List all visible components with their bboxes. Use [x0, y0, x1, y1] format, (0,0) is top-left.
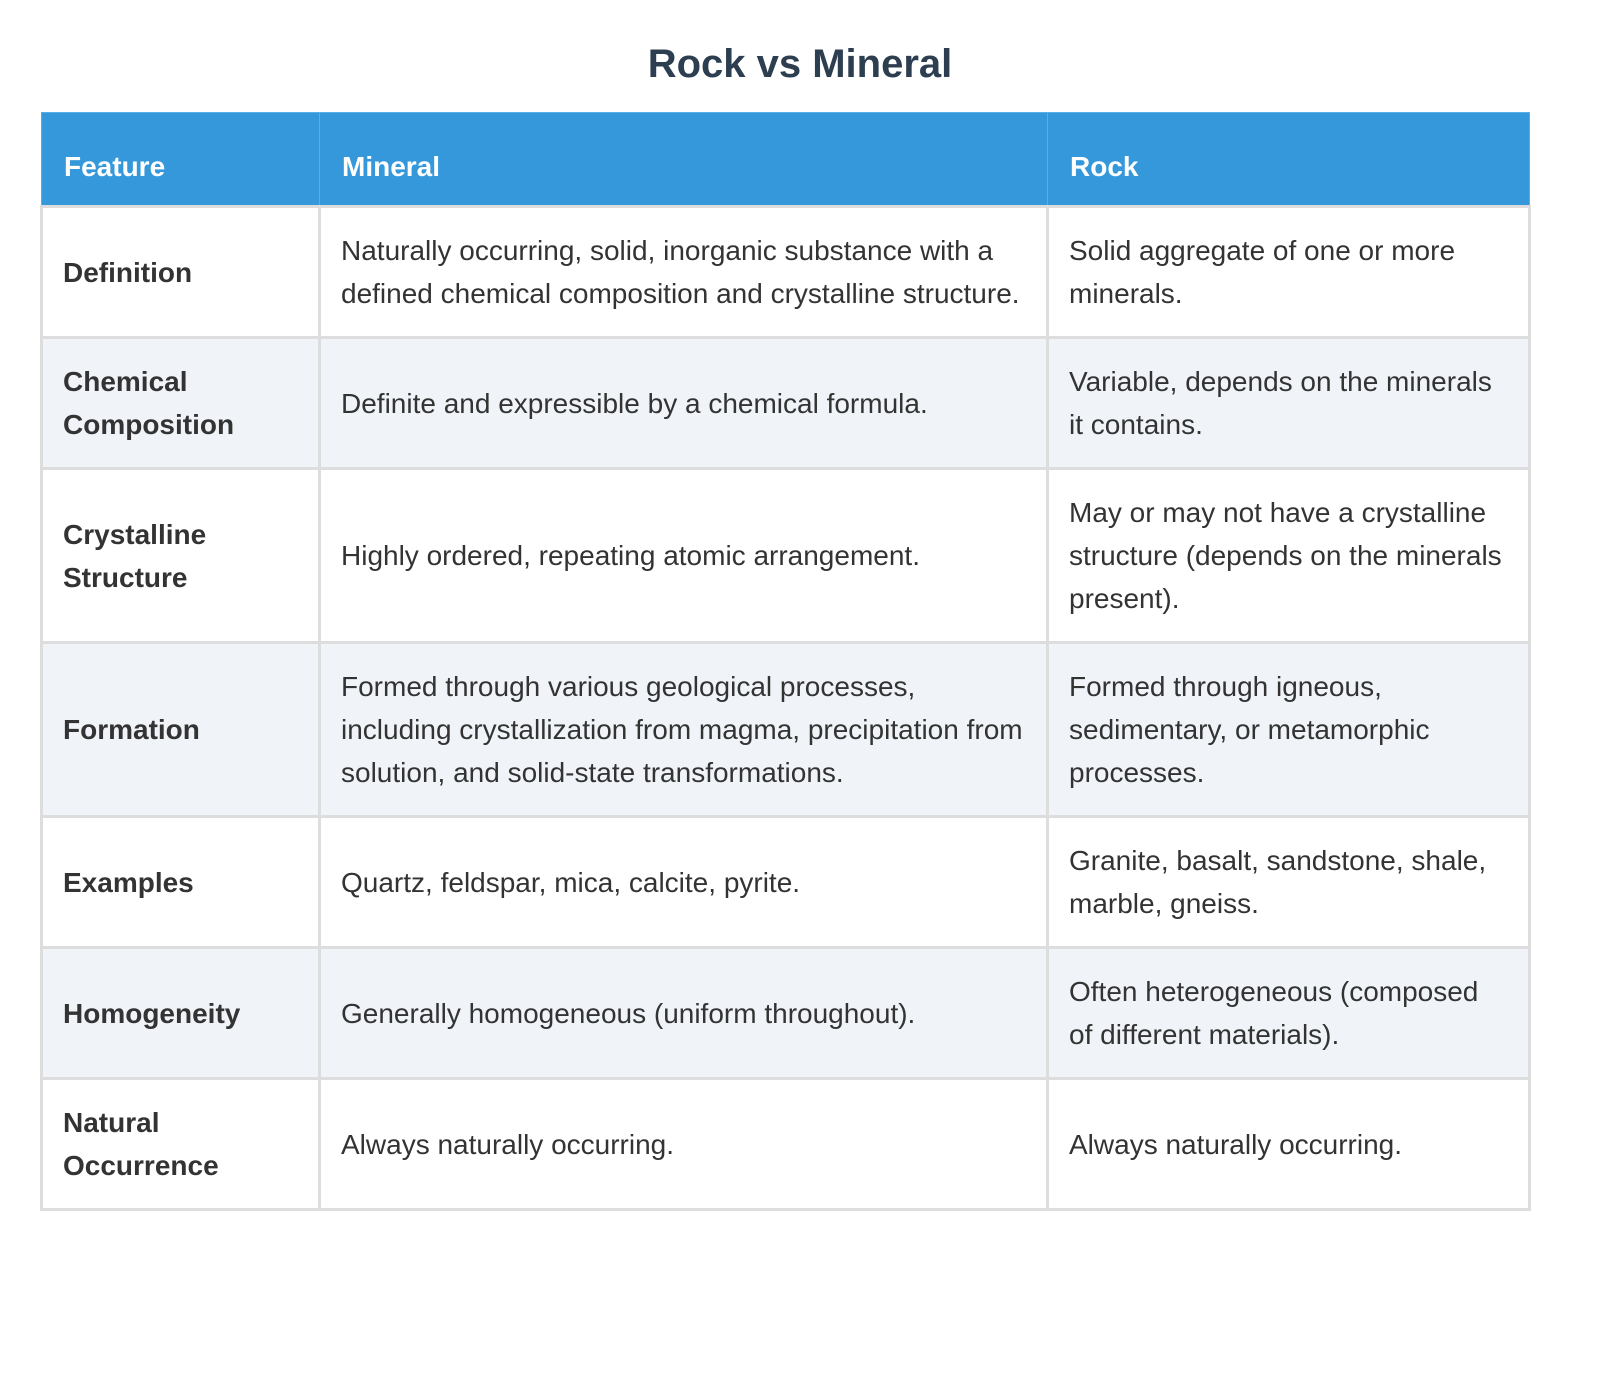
feature-cell: Definition	[40, 205, 321, 339]
mineral-cell: Highly ordered, repeating atomic arrange…	[318, 467, 1049, 644]
table-row: Formation Formed through various geologi…	[40, 641, 1531, 818]
rock-cell: Solid aggregate of one or more minerals.	[1046, 205, 1531, 339]
rock-cell: Variable, depends on the minerals it con…	[1046, 336, 1531, 470]
page: Rock vs Mineral Feature Mineral Rock Def…	[40, 42, 1531, 1211]
mineral-cell: Definite and expressible by a chemical f…	[318, 336, 1049, 470]
feature-cell: Homogeneity	[40, 946, 321, 1080]
feature-cell: Crystalline Structure	[40, 467, 321, 644]
feature-cell: Natural Occurrence	[40, 1077, 321, 1211]
rock-cell: Always naturally occurring.	[1046, 1077, 1531, 1211]
table-row: Natural Occurrence Always naturally occu…	[40, 1077, 1531, 1211]
rock-cell: Formed through igneous, sedimentary, or …	[1046, 641, 1531, 818]
column-header-mineral: Mineral	[319, 112, 1048, 208]
feature-cell: Formation	[40, 641, 321, 818]
comparison-table: Feature Mineral Rock Definition Naturall…	[40, 112, 1531, 1211]
rock-cell: Often heterogeneous (composed of differe…	[1046, 946, 1531, 1080]
table-row: Examples Quartz, feldspar, mica, calcite…	[40, 815, 1531, 949]
table-row: Crystalline Structure Highly ordered, re…	[40, 467, 1531, 644]
mineral-cell: Formed through various geological proces…	[318, 641, 1049, 818]
table-row: Homogeneity Generally homogeneous (unifo…	[40, 946, 1531, 1080]
mineral-cell: Quartz, feldspar, mica, calcite, pyrite.	[318, 815, 1049, 949]
mineral-cell: Always naturally occurring.	[318, 1077, 1049, 1211]
table-row: Definition Naturally occurring, solid, i…	[40, 205, 1531, 339]
column-header-feature: Feature	[41, 112, 320, 208]
feature-cell: Chemical Composition	[40, 336, 321, 470]
feature-cell: Examples	[40, 815, 321, 949]
rock-cell: May or may not have a crystalline struct…	[1046, 467, 1531, 644]
rock-cell: Granite, basalt, sandstone, shale, marbl…	[1046, 815, 1531, 949]
page-title: Rock vs Mineral	[647, 42, 953, 86]
column-header-rock: Rock	[1047, 112, 1530, 208]
table-header-row: Feature Mineral Rock	[41, 112, 1530, 208]
mineral-cell: Naturally occurring, solid, inorganic su…	[318, 205, 1049, 339]
table-row: Chemical Composition Definite and expres…	[40, 336, 1531, 470]
mineral-cell: Generally homogeneous (uniform throughou…	[318, 946, 1049, 1080]
